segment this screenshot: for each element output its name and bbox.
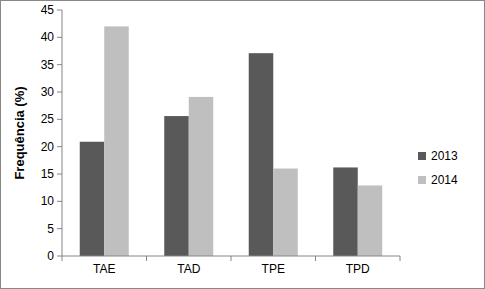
y-tick-label: 35 (41, 58, 55, 72)
y-tick (57, 146, 62, 147)
bar (189, 97, 214, 256)
x-tick (315, 256, 316, 261)
bar (249, 53, 274, 256)
bar (104, 26, 129, 256)
y-tick-label: 10 (41, 194, 55, 208)
y-axis-label: Frequência (%) (12, 86, 27, 179)
y-tick-label: 25 (41, 112, 55, 126)
y-tick-label: 0 (47, 249, 54, 263)
legend-label: 2013 (431, 149, 458, 163)
y-tick-label: 5 (47, 222, 54, 236)
bar (333, 167, 358, 256)
bar (164, 116, 189, 256)
y-tick (57, 174, 62, 175)
bar (273, 169, 298, 256)
y-tick-label: 40 (41, 30, 55, 44)
y-tick-label: 15 (41, 167, 55, 181)
bars (80, 26, 383, 256)
y-tick (57, 64, 62, 65)
x-tick (231, 256, 232, 261)
y-tick (57, 256, 62, 257)
y-tick (57, 228, 62, 229)
y-tick (57, 10, 62, 11)
x-tick (400, 256, 401, 261)
y-tick (57, 119, 62, 120)
x-tick (62, 256, 63, 261)
x-tick (146, 256, 147, 261)
y-tick-label: 20 (41, 140, 55, 154)
x-tick-label: TAE (93, 262, 115, 276)
x-tick-label: TPD (346, 262, 370, 276)
x-tick-label: TAD (177, 262, 200, 276)
chart-border (1, 1, 485, 289)
legend-label: 2014 (431, 173, 458, 187)
bar (358, 185, 383, 256)
y-tick-label: 30 (41, 85, 55, 99)
y-tick (57, 92, 62, 93)
legend-swatch (418, 152, 426, 160)
y-axis-line (62, 10, 63, 256)
y-tick-label: 45 (41, 3, 55, 17)
y-tick (57, 201, 62, 202)
x-tick-label: TPE (262, 262, 285, 276)
y-tick (57, 37, 62, 38)
legend-swatch (418, 176, 426, 184)
bar (80, 142, 105, 256)
chart: 0 5 10 15 20 25 30 35 40 45 Frequência (%) TAE TAD TP… (0, 0, 485, 289)
